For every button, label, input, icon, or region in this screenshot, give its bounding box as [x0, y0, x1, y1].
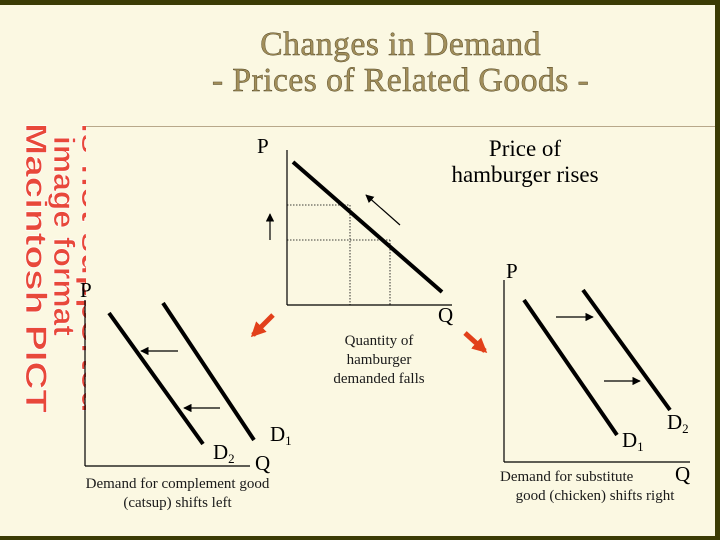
movement-along-curve-arrow — [365, 194, 401, 226]
left-d2-label: D2 — [213, 440, 235, 467]
right-quantity-axis-label: Q — [675, 462, 691, 486]
left-d1-label: D1 — [270, 422, 292, 449]
right-d1-label: D1 — [622, 428, 644, 455]
quantity-demanded-note: Quantity of hamburger demanded falls — [318, 332, 440, 389]
left-graph-caption: Demand for complement good (catsup) shif… — [60, 475, 295, 513]
right-caption-line-2: good (chicken) shifts right — [515, 488, 675, 504]
left-d1-letter: D — [270, 422, 286, 446]
left-demand-d1 — [161, 301, 256, 442]
left-caption-line-1: Demand for complement good — [85, 476, 270, 492]
title-divider — [86, 126, 715, 127]
left-panel — [0, 0, 86, 540]
title-line-2: - Prices of Related Goods - — [211, 62, 590, 99]
red-arrow-left — [250, 313, 275, 338]
quantity-note-line-2: hamburger — [346, 352, 412, 368]
center-graph — [250, 150, 488, 354]
left-price-axis-label: P — [80, 278, 92, 302]
frame-top — [0, 0, 720, 5]
placeholder-line-1: Macintosh PICT — [19, 123, 52, 413]
frame-bottom — [0, 536, 720, 540]
center-graph-caption: Price of hamburger rises — [420, 136, 630, 188]
right-d2-label: D2 — [667, 410, 689, 437]
right-caption-line-1: Demand for substitute — [500, 469, 634, 485]
left-d2-letter: D — [213, 440, 229, 464]
right-d2-letter: D — [667, 410, 683, 434]
right-price-axis-label: P — [506, 259, 518, 283]
center-caption-line-2: hamburger rises — [451, 162, 599, 187]
left-d1-subscript: 1 — [285, 433, 292, 448]
right-graph — [503, 280, 690, 463]
red-arrow-right — [463, 331, 488, 354]
frame-right — [715, 0, 720, 540]
slide-content-area — [86, 5, 715, 536]
placeholder-line-3: is not supported — [75, 123, 86, 413]
center-demand-curve — [291, 160, 444, 294]
right-graph-caption: Demand for substitute good (chicken) shi… — [490, 468, 700, 506]
left-demand-d2 — [107, 311, 205, 446]
center-price-axis-label: P — [257, 134, 269, 158]
title-line-1: Changes in Demand — [260, 26, 541, 63]
center-quantity-axis-label: Q — [438, 303, 454, 327]
right-d1-letter: D — [622, 428, 638, 452]
right-d1-subscript: 1 — [637, 439, 644, 454]
right-demand-d2 — [581, 288, 672, 412]
placeholder-line-2: image format — [47, 136, 80, 336]
quantity-note-line-3: demanded falls — [333, 371, 425, 387]
left-d2-subscript: 2 — [228, 451, 235, 466]
unsupported-image-placeholder: Macintosh PICT image format is not suppo… — [19, 123, 86, 414]
center-caption-line-1: Price of — [488, 136, 562, 161]
quantity-note-line-1: Quantity of — [344, 333, 414, 349]
left-quantity-axis-label: Q — [255, 451, 271, 475]
left-graph — [84, 300, 256, 467]
left-caption-line-2: (catsup) shifts left — [123, 495, 232, 511]
right-demand-d1 — [522, 298, 619, 437]
right-d2-subscript: 2 — [682, 421, 689, 436]
slide-title: Changes in Demand - Prices of Related Go… — [86, 26, 715, 99]
